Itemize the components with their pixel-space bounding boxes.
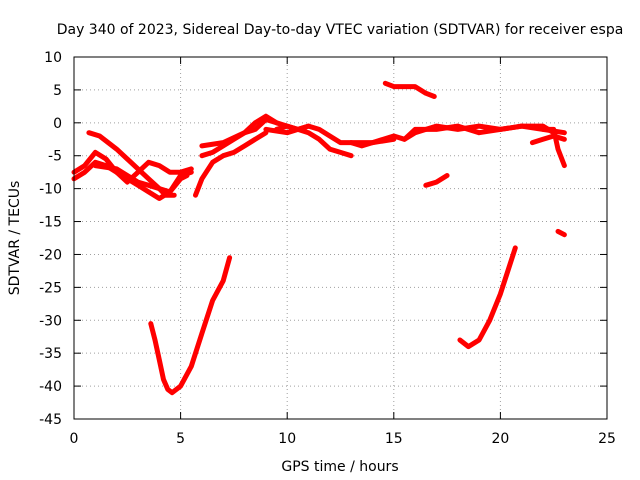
- series-line-5: [193, 130, 269, 198]
- x-tick-label: 25: [598, 431, 616, 447]
- series-line-3: [86, 130, 177, 198]
- ticks: [73, 56, 608, 420]
- x-tick-label: 20: [491, 431, 509, 447]
- series-line-14: [529, 133, 567, 146]
- y-tick-label: -35: [39, 346, 62, 362]
- y-tick-label: 10: [44, 50, 62, 66]
- series-line-15: [540, 126, 567, 169]
- x-tick-label: 5: [176, 431, 185, 447]
- y-tick-label: 0: [53, 116, 62, 132]
- y-tick-label: -25: [39, 280, 62, 296]
- y-axis-label: SDTVAR / TECUs: [7, 181, 23, 296]
- tick-labels: 0 5 10 15 20 25 10 5 0 -5 -10 -15 -20 -25 -30 -35 -40 -45: [39, 50, 616, 447]
- chart-title: Day 340 of 2023, Sidereal Day-to-day VTE…: [57, 22, 624, 38]
- series-line-11: [402, 123, 557, 142]
- grid: [74, 57, 607, 419]
- y-tick-label: -20: [39, 247, 62, 263]
- plot-frame: [73, 56, 608, 420]
- series-line-18: [457, 245, 518, 350]
- series-line-17: [148, 255, 233, 396]
- x-tick-label: 15: [385, 431, 403, 447]
- x-tick-label: 10: [278, 431, 296, 447]
- series-line-13: [423, 173, 450, 188]
- y-tick-label: -40: [39, 379, 62, 395]
- x-axis-label: GPS time / hours: [281, 459, 398, 475]
- y-tick-label: 5: [53, 83, 62, 99]
- series-line-4: [92, 163, 194, 195]
- y-tick-label: -15: [39, 215, 62, 231]
- data-series: [71, 80, 567, 396]
- series-line-16: [555, 228, 567, 238]
- y-tick-label: -30: [39, 313, 62, 329]
- y-tick-label: -5: [48, 149, 62, 165]
- y-tick-label: -10: [39, 182, 62, 198]
- x-tick-label: 0: [70, 431, 79, 447]
- y-tick-label: -45: [39, 412, 62, 428]
- series-line-12: [382, 80, 437, 99]
- series-line-9: [274, 123, 354, 159]
